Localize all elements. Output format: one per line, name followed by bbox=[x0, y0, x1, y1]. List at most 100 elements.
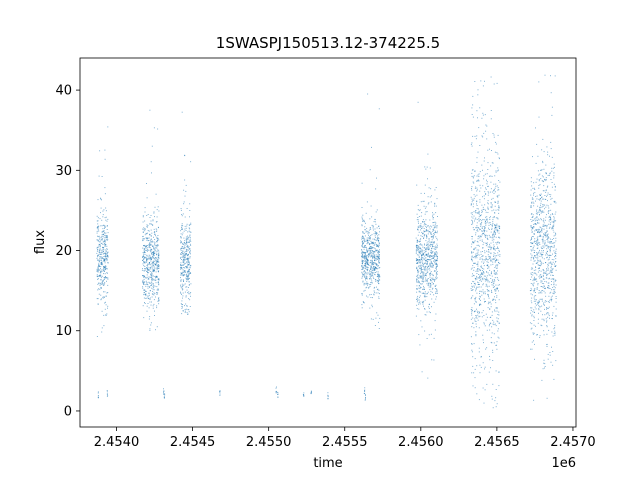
data-point bbox=[371, 265, 372, 267]
data-point bbox=[431, 291, 433, 293]
data-point bbox=[498, 194, 500, 196]
data-point bbox=[157, 245, 159, 247]
data-point bbox=[425, 224, 427, 226]
data-point bbox=[496, 243, 498, 245]
data-point bbox=[100, 274, 102, 276]
data-point bbox=[99, 247, 101, 249]
data-point bbox=[425, 275, 427, 277]
data-point bbox=[145, 238, 147, 239]
data-point bbox=[423, 257, 425, 259]
data-point bbox=[189, 266, 191, 268]
data-point bbox=[96, 239, 98, 241]
data-point bbox=[553, 177, 555, 179]
data-point bbox=[480, 253, 482, 255]
data-point bbox=[430, 284, 432, 286]
data-point bbox=[538, 210, 540, 212]
data-point bbox=[310, 390, 312, 392]
data-point bbox=[537, 261, 539, 263]
data-point bbox=[183, 267, 185, 268]
data-point bbox=[434, 221, 436, 223]
data-point bbox=[424, 274, 426, 276]
data-point bbox=[425, 168, 427, 170]
data-point bbox=[428, 231, 430, 233]
data-point bbox=[544, 363, 546, 365]
data-point bbox=[482, 387, 484, 389]
data-point bbox=[426, 262, 428, 264]
data-point bbox=[484, 250, 486, 252]
data-point bbox=[546, 214, 547, 216]
data-point bbox=[536, 237, 538, 239]
data-point bbox=[417, 299, 419, 301]
data-point bbox=[482, 274, 484, 276]
data-point bbox=[156, 244, 158, 246]
data-point bbox=[481, 294, 483, 296]
data-point bbox=[100, 212, 101, 214]
data-point bbox=[538, 304, 540, 306]
data-point bbox=[480, 219, 481, 221]
data-point bbox=[549, 224, 551, 225]
data-point bbox=[219, 391, 221, 392]
data-point bbox=[493, 190, 495, 192]
data-point bbox=[363, 301, 364, 303]
data-point bbox=[476, 208, 478, 210]
data-point bbox=[148, 307, 150, 309]
data-point bbox=[539, 255, 541, 257]
data-point bbox=[498, 290, 499, 292]
data-point bbox=[101, 243, 103, 244]
data-point bbox=[478, 351, 480, 353]
data-point bbox=[182, 306, 183, 308]
data-point bbox=[479, 293, 480, 294]
data-point bbox=[551, 213, 553, 215]
data-point bbox=[478, 277, 480, 279]
data-point bbox=[187, 278, 189, 280]
data-point bbox=[365, 246, 367, 248]
data-point bbox=[495, 227, 497, 229]
data-point bbox=[492, 217, 494, 219]
data-point bbox=[545, 232, 547, 234]
data-point bbox=[473, 283, 475, 284]
data-point bbox=[153, 289, 155, 291]
data-point bbox=[371, 263, 373, 265]
data-point bbox=[425, 314, 427, 316]
data-point bbox=[371, 270, 373, 272]
data-point bbox=[377, 239, 379, 241]
data-point bbox=[550, 198, 552, 200]
data-point bbox=[482, 114, 484, 116]
data-point bbox=[184, 253, 186, 255]
data-point bbox=[153, 212, 155, 214]
data-point bbox=[152, 252, 153, 254]
data-point bbox=[542, 368, 544, 370]
data-point bbox=[492, 383, 494, 385]
data-point bbox=[493, 189, 495, 190]
data-point bbox=[430, 290, 432, 292]
data-point bbox=[497, 218, 499, 220]
data-point bbox=[488, 234, 490, 236]
data-point bbox=[496, 295, 498, 297]
data-point bbox=[105, 219, 107, 221]
data-point bbox=[147, 232, 148, 234]
data-point bbox=[188, 293, 190, 295]
data-point bbox=[141, 269, 143, 271]
data-point bbox=[419, 209, 421, 211]
data-point bbox=[472, 227, 474, 229]
data-point bbox=[551, 156, 553, 158]
data-point bbox=[364, 398, 366, 400]
data-point bbox=[479, 229, 481, 231]
data-point bbox=[530, 257, 532, 259]
data-point bbox=[152, 290, 154, 292]
data-point bbox=[480, 280, 482, 282]
data-point bbox=[498, 314, 500, 316]
data-point bbox=[491, 282, 492, 283]
data-point bbox=[426, 236, 428, 238]
data-point bbox=[107, 235, 108, 237]
data-point bbox=[538, 222, 540, 224]
data-point bbox=[486, 277, 488, 279]
data-point bbox=[554, 263, 555, 265]
data-point bbox=[377, 292, 379, 294]
data-point bbox=[541, 282, 543, 284]
data-point bbox=[378, 280, 380, 282]
data-point bbox=[498, 189, 500, 191]
data-point bbox=[495, 242, 497, 244]
data-point bbox=[436, 273, 438, 275]
data-point bbox=[145, 246, 146, 248]
